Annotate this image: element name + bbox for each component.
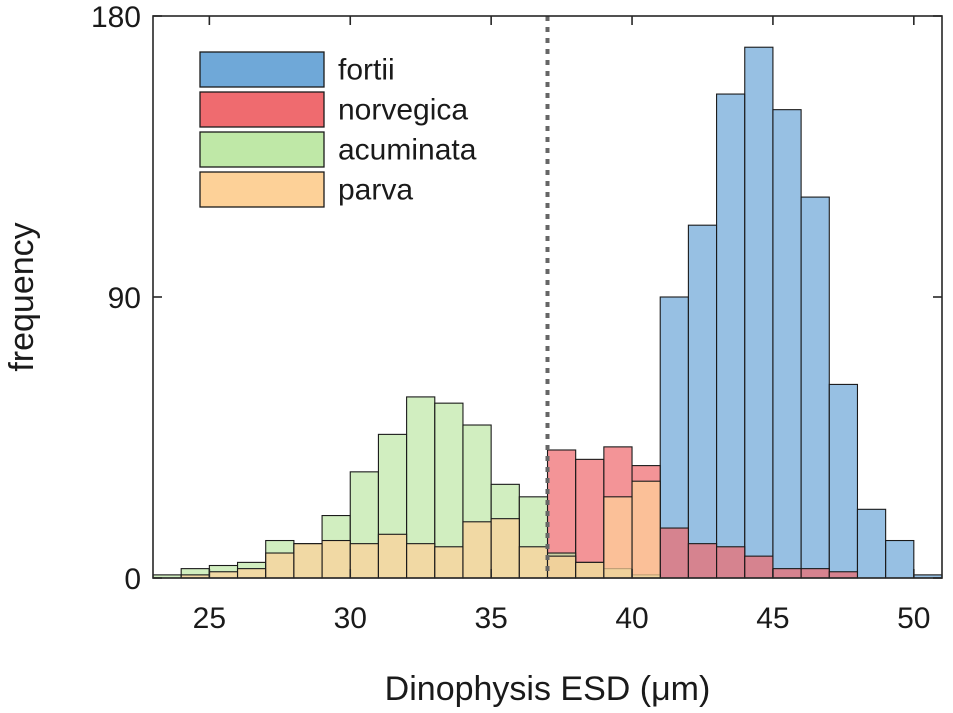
y-tick-label: 90: [108, 282, 141, 315]
bar-parva: [434, 546, 464, 579]
bar-fortii: [800, 196, 830, 579]
bar-parva: [406, 543, 436, 579]
x-axis-label: Dinophysis ESD (μm): [385, 670, 711, 708]
legend-swatch-acuminata: [199, 131, 325, 168]
bar-parva: [236, 568, 267, 579]
bar-norvegica: [744, 555, 774, 579]
bar-parva: [462, 521, 492, 579]
bar-parva: [293, 543, 323, 579]
bar-parva: [546, 555, 577, 579]
bar-parva: [265, 552, 295, 579]
legend-swatch-parva: [199, 171, 325, 208]
tick-labels: 25 30 35 40 45 50 0 90 180: [91, 1, 931, 635]
bar-fortii: [772, 109, 802, 579]
axis-ticks: [153, 15, 942, 579]
legend-label-norvegica: norvegica: [338, 94, 468, 127]
x-tick-label: 40: [615, 602, 648, 635]
histogram-bars: [152, 46, 943, 579]
bar-parva: [321, 539, 351, 579]
legend-label-fortii: fortii: [338, 54, 395, 87]
bar-fortii: [885, 539, 915, 579]
bar-parva: [575, 561, 605, 579]
x-tick-label: 50: [897, 602, 930, 635]
legend-label-parva: parva: [338, 174, 413, 207]
bar-norvegica: [772, 568, 802, 579]
bar-parva: [349, 543, 379, 579]
y-tick-label: 180: [91, 1, 141, 34]
legend-swatch-fortii: [199, 51, 325, 88]
legend-swatch-norvegica: [199, 91, 325, 128]
x-tick-label: 35: [474, 602, 507, 635]
bar-norvegica: [800, 568, 830, 579]
y-axis-label: frequency: [3, 222, 41, 371]
bar-fortii: [687, 224, 718, 579]
bar-fortii: [744, 46, 774, 579]
bar-norvegica: [687, 543, 718, 579]
legend-label-acuminata: acuminata: [338, 134, 477, 167]
bar-norvegica: [828, 571, 859, 579]
bar-parva: [631, 480, 661, 579]
bar-fortii: [828, 383, 859, 579]
x-tick-label: 30: [334, 602, 367, 635]
bar-fortii: [856, 508, 887, 579]
x-tick-label: 25: [193, 602, 226, 635]
bar-parva: [603, 496, 633, 579]
bar-fortii: [716, 93, 746, 579]
bar-parva: [490, 518, 520, 579]
bar-norvegica: [659, 527, 689, 579]
y-tick-label: 0: [124, 563, 141, 596]
x-tick-label: 45: [756, 602, 789, 635]
bar-parva: [208, 571, 239, 579]
bar-parva: [377, 533, 408, 579]
legend: fortii norvegica acuminata parva: [199, 51, 477, 208]
bar-norvegica: [575, 458, 605, 579]
bar-norvegica: [716, 546, 746, 579]
bar-parva: [518, 546, 549, 579]
